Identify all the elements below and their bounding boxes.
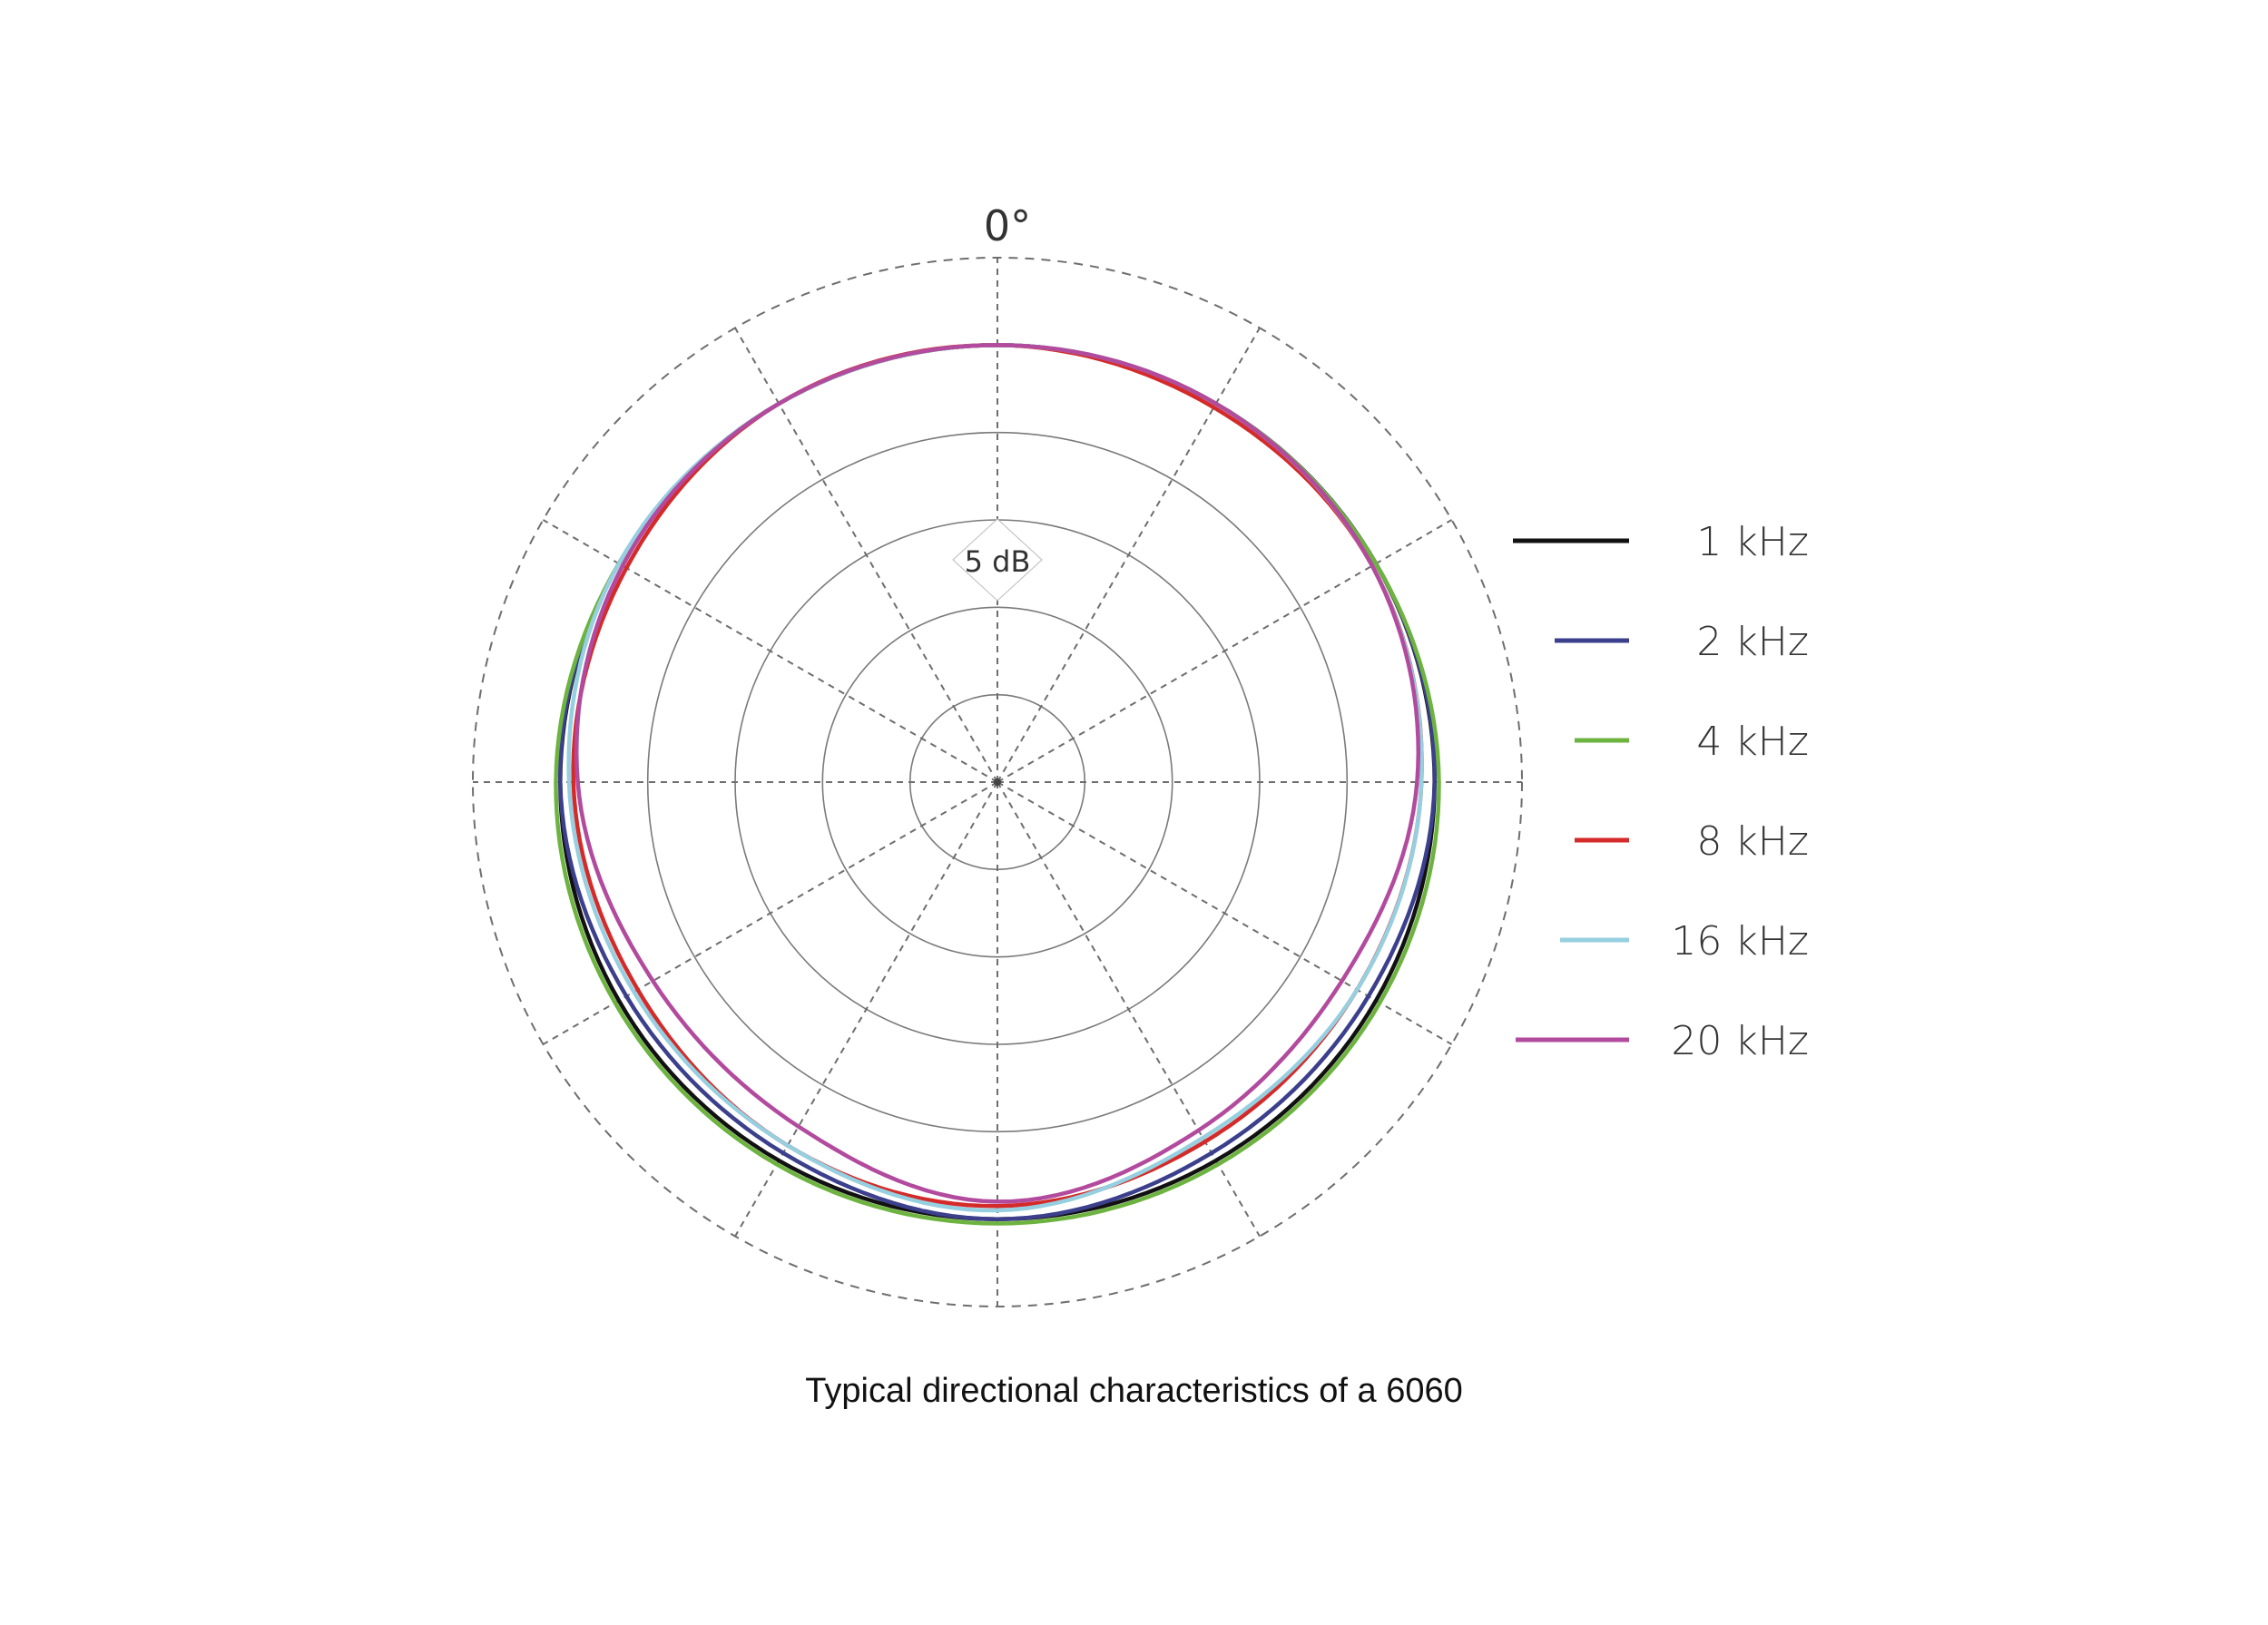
chart-caption: Typical directional characteristics of a… [805, 1372, 1463, 1410]
series-layer [554, 343, 1441, 1226]
series-line-20-khz [574, 343, 1421, 1204]
ring-label: 5 dB [965, 544, 1031, 579]
angle-label-0: 0° [984, 201, 1031, 250]
legend-label-1: 2 kHz [1696, 619, 1809, 665]
origin-dot [994, 778, 1001, 786]
legend-label-3: 8 kHz [1696, 818, 1809, 865]
grid-ring-4 [646, 431, 1349, 1133]
legend-label-4: 16 kHz [1671, 918, 1809, 964]
ring-label-badge: 5 dB [952, 518, 1043, 602]
legend: 1 kHz 2 kHz 4 kHz 8 kHz 16 kHz 20 kHz [1513, 519, 1809, 1064]
legend-label-5: 20 kHz [1671, 1018, 1809, 1064]
grid-spoke-300 [542, 519, 998, 783]
legend-label-2: 4 kHz [1696, 719, 1809, 765]
grid-ring-2 [821, 606, 1173, 958]
grid-spoke-120 [997, 781, 1453, 1045]
legend-label-0: 1 kHz [1696, 519, 1809, 565]
grid-spoke-240 [542, 781, 998, 1045]
polar-grid [472, 257, 1523, 1307]
grid-spoke-60 [997, 519, 1453, 783]
